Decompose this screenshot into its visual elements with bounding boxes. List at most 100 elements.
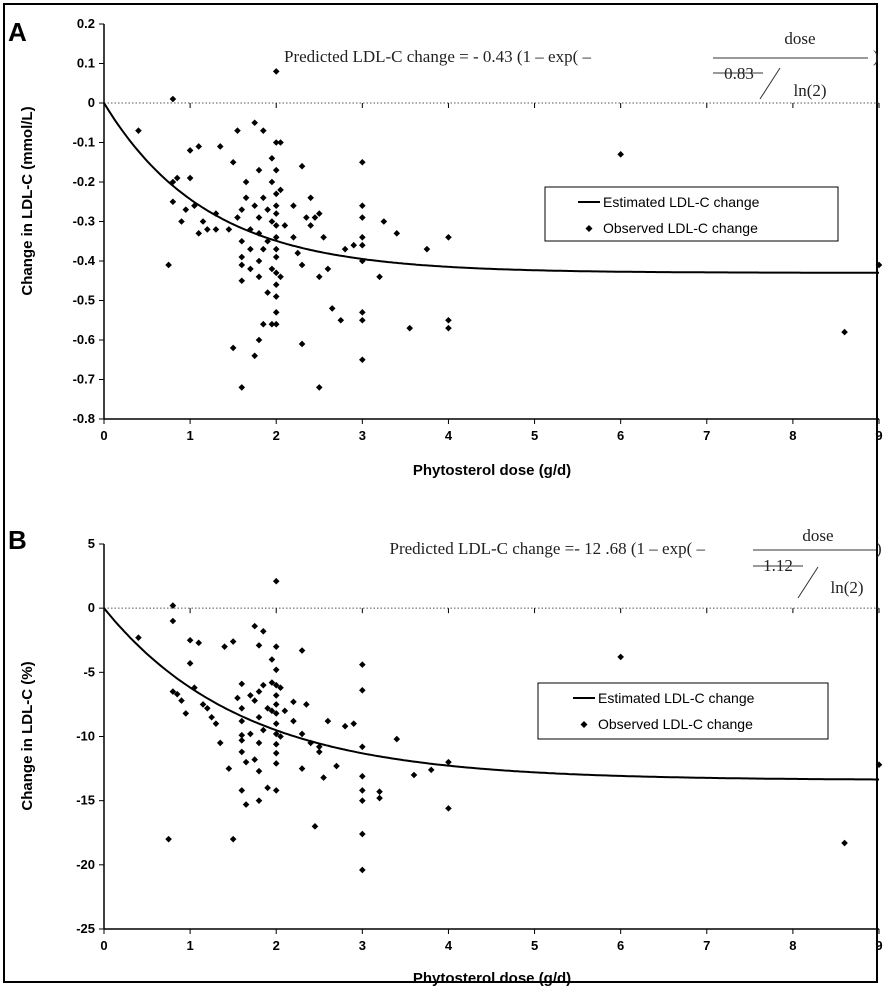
panel-a-observed-point bbox=[350, 241, 358, 249]
panel-a-observed-point bbox=[277, 186, 284, 194]
panel-a-y-tick-label: 0.1 bbox=[77, 56, 95, 71]
panel-a-x-tick-label: 0 bbox=[100, 428, 107, 443]
panel-b-observed-point bbox=[359, 797, 366, 804]
panel-b-observed-point bbox=[255, 767, 263, 775]
panel-a-equation-close: ) bbox=[873, 47, 879, 66]
panel-a-observed-point bbox=[191, 202, 198, 209]
panel-b-observed-point bbox=[195, 639, 203, 647]
panel-a-observed-point bbox=[445, 316, 452, 324]
panel-b-y-tick-label: -5 bbox=[83, 664, 95, 679]
panel-b-observed-point bbox=[251, 756, 258, 763]
panel-b-equation-close: ) bbox=[876, 539, 882, 558]
panel-b-observed-point bbox=[272, 666, 280, 674]
panel-b-observed-point bbox=[315, 748, 323, 756]
panel-a-observed-point bbox=[255, 273, 263, 281]
panel-a-observed-point bbox=[229, 158, 237, 166]
panel-a-observed-point bbox=[311, 214, 319, 221]
panel-b-observed-point bbox=[255, 739, 263, 747]
panel-b-observed-point bbox=[182, 710, 190, 717]
panel-b-x-axis-label: Phytosterol dose (g/d) bbox=[413, 970, 571, 987]
panel-a-estimated-curve bbox=[103, 102, 879, 274]
panel-b-y-tick-label: -10 bbox=[76, 729, 95, 744]
panel-b-observed-point bbox=[169, 617, 177, 625]
panel-a-observed-point bbox=[247, 265, 254, 273]
panel-a-observed-point bbox=[324, 265, 332, 273]
panel-b-y-axis-label: Change in LDL-C (%) bbox=[19, 661, 36, 810]
panel-a-observed-point bbox=[277, 273, 284, 281]
panel-a-legend-line-label: Estimated LDL-C change bbox=[603, 194, 760, 210]
panel-a-observed-point bbox=[260, 127, 267, 134]
panel-b-observed-point bbox=[255, 713, 263, 721]
panel-b-observed-point bbox=[229, 835, 237, 843]
panel-b-observed-point bbox=[272, 720, 280, 727]
panel-a-observed-point bbox=[320, 234, 327, 241]
panel-b-observed-point bbox=[186, 636, 194, 644]
panel-b-observed-point bbox=[204, 704, 211, 712]
panel-b-observed-point bbox=[277, 684, 284, 692]
panel-a-observed-point bbox=[328, 305, 336, 312]
panel-b-y-tick-label: -15 bbox=[76, 793, 95, 808]
panel-a-observed-point bbox=[272, 234, 280, 241]
panel-b-observed-point bbox=[199, 701, 207, 708]
panel-b-observed-point bbox=[376, 794, 383, 802]
panel-b-observed-point bbox=[315, 743, 323, 751]
panel-b-observed-point bbox=[427, 766, 435, 774]
panel-a-observed-point bbox=[251, 202, 258, 209]
panel-a-observed-point bbox=[264, 289, 271, 296]
panel-b-observed-point bbox=[169, 602, 177, 609]
panel-b-observed-point bbox=[272, 760, 280, 767]
panel-a-observed-point bbox=[359, 202, 366, 209]
panel-a-letter: A bbox=[8, 17, 27, 47]
panel-a-observed-point bbox=[165, 261, 172, 269]
panel-b-observed-point bbox=[359, 787, 366, 794]
panel-a-observed-point bbox=[272, 309, 280, 316]
panel-b-observed-point bbox=[216, 739, 224, 747]
panel-a-observed-point bbox=[406, 324, 413, 332]
panel-b-y-tick-label: 0 bbox=[88, 600, 95, 615]
panel-b-estimated-curve bbox=[103, 607, 879, 781]
panel-a-x-tick-label: 3 bbox=[359, 428, 366, 443]
panel-a-observed-point bbox=[255, 166, 263, 174]
panel-a-observed-point bbox=[423, 245, 431, 253]
panel-b-observed-point bbox=[251, 697, 258, 704]
figure-frame bbox=[3, 3, 878, 983]
panel-a-observed-point bbox=[290, 202, 297, 209]
panel-a-observed-point bbox=[298, 162, 306, 170]
panel-a-observed-point bbox=[298, 261, 306, 269]
panel-a-y-tick-label: -0.5 bbox=[73, 293, 95, 308]
panel-a-observed-point bbox=[376, 273, 383, 281]
panel-b-x-tick-label: 4 bbox=[445, 938, 453, 953]
panel-a-observed-point bbox=[234, 214, 241, 221]
panel-b-observed-point bbox=[272, 787, 280, 794]
panel-a-x-tick-label: 1 bbox=[186, 428, 193, 443]
panel-b-equation-ln2: ln(2) bbox=[830, 578, 863, 597]
panel-a-observed-point bbox=[212, 210, 220, 217]
panel-a-observed-point bbox=[264, 237, 271, 245]
panel-b-observed-point bbox=[251, 622, 258, 630]
panel-a-observed-point bbox=[380, 218, 388, 225]
panel-b-equation-numerator: dose bbox=[802, 526, 833, 545]
panel-b-observed-point bbox=[208, 713, 215, 721]
panel-b-observed-point bbox=[238, 748, 246, 756]
panel-b-observed-point bbox=[268, 656, 276, 663]
panel-a-observed-point bbox=[359, 234, 366, 241]
panel-b-observed-point bbox=[255, 797, 263, 804]
panel-a-observed-point bbox=[303, 214, 310, 221]
panel-a-observed-point bbox=[307, 222, 314, 229]
panel-a-y-tick-label: 0 bbox=[88, 95, 95, 110]
panel-b-x-tick-label: 1 bbox=[186, 938, 193, 953]
panel-b-observed-point bbox=[264, 704, 271, 712]
panel-a-observed-point bbox=[238, 253, 246, 261]
panel-a-y-axis-label: Change in LDL-C (mmol/L) bbox=[19, 106, 36, 295]
panel-b-observed-point bbox=[238, 717, 246, 725]
panel-b-observed-point bbox=[445, 805, 452, 812]
panel-a-observed-point bbox=[268, 218, 276, 225]
panel-a-equation-numerator: dose bbox=[784, 29, 815, 48]
panel-b-observed-point bbox=[320, 774, 327, 781]
panel-a-observed-point bbox=[359, 257, 366, 265]
panel-b-observed-point bbox=[359, 830, 366, 838]
panel-a-legend: Estimated LDL-C change Observed LDL-C ch… bbox=[544, 186, 839, 242]
panel-a-y-tick-label: -0.4 bbox=[73, 253, 96, 268]
panel-a-observed-point bbox=[260, 320, 267, 328]
panel-b-observed-point bbox=[281, 707, 289, 715]
